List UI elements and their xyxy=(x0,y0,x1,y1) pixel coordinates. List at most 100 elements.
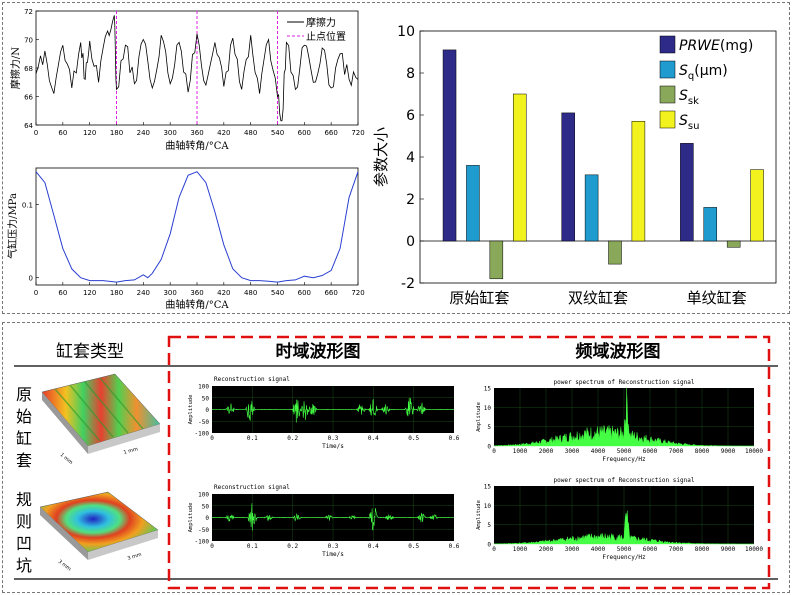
header-liner-type: 缸套类型 xyxy=(56,341,124,362)
time-xtick-label: 0.5 xyxy=(408,543,419,550)
time-xtick-label: 0 xyxy=(210,543,214,550)
surface-image-original: 1 mm 1 mm xyxy=(41,373,161,466)
bar-ytick-label: 6 xyxy=(406,108,415,124)
time-ytick-label: -50 xyxy=(198,527,209,534)
bar-chart: -2 0 2 4 6 8 10 原始缸套 双纹缸套 单纹缸套 参数大小 PRWE(mg) Sq(… xyxy=(372,24,777,307)
time-ytick-label: 0 xyxy=(205,515,209,522)
time-xtick-label: 0.2 xyxy=(287,543,298,550)
bar-ytick-label: 8 xyxy=(406,66,415,82)
pressure-xtick-label: 300 xyxy=(163,289,176,297)
time-ytick-label: 100 xyxy=(198,492,209,499)
bar-ytick-label: -2 xyxy=(401,276,415,292)
friction-line xyxy=(35,15,359,122)
freq-xtick-label: 5000 xyxy=(617,448,632,455)
freq-ytick-label: 15 xyxy=(484,484,492,491)
time-xtick-label: 0.2 xyxy=(287,435,298,442)
freq-xtick-label: 5000 xyxy=(617,546,632,553)
pressure-xtick-label: 720 xyxy=(351,289,364,297)
freq-xtick-label: 9000 xyxy=(721,448,736,455)
freq-xtick-label: 1000 xyxy=(513,448,528,455)
friction-xtick-label: 60 xyxy=(58,129,67,137)
legend-swatch-ssk xyxy=(659,85,676,104)
bar-2-1 xyxy=(703,207,718,242)
friction-xtick-label: 540 xyxy=(271,129,284,137)
pressure-xtick-label: 120 xyxy=(83,289,96,297)
time-xtick-label: 0.1 xyxy=(247,435,258,442)
freq-ytick-label: 15 xyxy=(484,386,492,393)
pressure-xtick-label: 60 xyxy=(58,289,67,297)
surface1-axis-label-2: 1 mm xyxy=(123,446,139,456)
freq-spectrum-trace xyxy=(493,387,754,447)
freq-ytick-label: 10 xyxy=(484,405,492,412)
freq-xtick-label: 4000 xyxy=(591,448,606,455)
friction-xtick-label: 480 xyxy=(244,129,257,137)
legend-ssk: Ssk xyxy=(679,88,699,107)
bar-1-3 xyxy=(631,121,646,242)
freq-ylabel: Amplitude xyxy=(476,500,482,530)
pressure-chart: 0 0.1 0 60 120 180 240 300 360 420 480 540 600 660 72… xyxy=(6,167,365,311)
time-ytick-label: -50 xyxy=(198,419,209,426)
time-ytick-label: 0 xyxy=(205,407,209,414)
time-xtick-label: 0.3 xyxy=(328,543,339,550)
time-ytick-label: 50 xyxy=(202,503,210,510)
legend-swatch-prwe xyxy=(659,35,676,54)
row1-label-char-1: 原 xyxy=(16,385,32,404)
friction-xtick-label: 360 xyxy=(190,129,203,137)
surface-image-pits: 3 mm 3 mm xyxy=(39,491,159,573)
freq-xtick-label: 1000 xyxy=(513,546,528,553)
freq-xtick-label: 4000 xyxy=(591,546,606,553)
legend-swatch-ssu xyxy=(659,110,676,129)
pressure-ytick-label: 0 xyxy=(29,275,33,283)
pressure-plot-frame xyxy=(35,167,359,286)
bar-0-3 xyxy=(512,93,527,242)
bar-category-label: 单纹缸套 xyxy=(687,289,747,307)
bar-2-2 xyxy=(726,240,741,248)
pressure-xtick-label: 420 xyxy=(217,289,230,297)
pressure-xtick-label: 180 xyxy=(110,289,123,297)
freq-plot-title: power spectrum of Reconstruction signal xyxy=(554,379,695,386)
pressure-xlabel: 曲轴转角/°CA xyxy=(165,298,229,311)
pressure-ylabel: 气缸压力/MPa xyxy=(6,193,19,259)
row2-label-char-1: 规 xyxy=(16,490,32,509)
bar-1-1 xyxy=(584,174,599,242)
freq-xtick-label: 10000 xyxy=(745,448,763,455)
bar-ytick-label: 4 xyxy=(406,150,415,166)
bar-1-0 xyxy=(561,112,575,242)
freq-xtick-label: 7000 xyxy=(669,546,684,553)
freq-xtick-label: 2000 xyxy=(539,448,554,455)
friction-xtick-label: 0 xyxy=(34,129,38,137)
time-xtick-label: 0.6 xyxy=(449,543,460,550)
time-ytick-label: -100 xyxy=(195,539,210,546)
friction-xtick-label: 600 xyxy=(298,129,311,137)
friction-xtick-label: 120 xyxy=(83,129,96,137)
surface2-axis-label-2: 3 mm xyxy=(127,552,143,562)
pressure-xtick-label: 240 xyxy=(137,289,150,297)
pressure-xtick-label: 0 xyxy=(34,289,38,297)
legend-prwe: PRWE(mg) xyxy=(679,38,753,54)
bar-category-label: 双纹缸套 xyxy=(568,289,628,307)
friction-ytick-label: 72 xyxy=(24,8,33,16)
bar-0-2 xyxy=(489,240,504,280)
friction-ytick-label: 70 xyxy=(24,37,33,45)
bar-ytick-label: 0 xyxy=(406,234,415,250)
freq-xtick-label: 8000 xyxy=(695,448,710,455)
time-signal-trace xyxy=(211,397,454,423)
freq-ylabel: Amplitude xyxy=(476,402,482,432)
time-plot-title: Reconstruction signal xyxy=(214,484,290,491)
row2-label-char-2: 则 xyxy=(16,512,32,531)
freq-xtick-label: 6000 xyxy=(643,448,658,455)
friction-xtick-label: 300 xyxy=(163,129,176,137)
time-xtick-label: 0.4 xyxy=(368,543,379,550)
header-time-domain: 时域波形图 xyxy=(276,341,361,362)
friction-ytick-label: 64 xyxy=(24,122,33,130)
tdc-legend-label: 止点位置 xyxy=(306,30,346,43)
bar-0-0 xyxy=(442,49,457,242)
bar-ytick-label: 10 xyxy=(397,24,415,40)
time-ytick-label: 100 xyxy=(198,384,209,391)
freq-spectrum-trace xyxy=(493,510,754,545)
surface2-axis-label-1: 3 mm xyxy=(57,559,72,573)
comparison-table: 缸套类型 时域波形图 频域波形图 原 始 缸 套 规 则 凹 坑 1 mm 1 … xyxy=(14,335,778,590)
header-freq-domain: 频域波形图 xyxy=(576,341,661,362)
